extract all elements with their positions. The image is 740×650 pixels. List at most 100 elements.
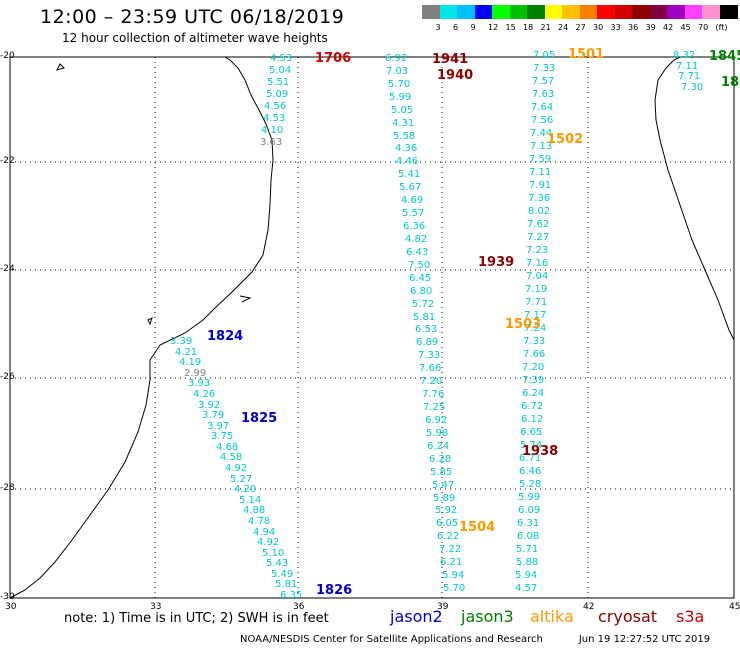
pass-time-label: 1845 [709, 49, 740, 64]
swh-value: 6.21 [440, 557, 463, 568]
scale-label: 33 [610, 23, 621, 32]
swh-value: 7.20 [522, 362, 545, 373]
swh-value: 6.36 [403, 221, 426, 232]
pass-time-label: 1826 [316, 583, 353, 598]
swh-value: 6.28 [429, 454, 452, 465]
swh-value: 4.57 [515, 583, 538, 594]
swh-value: 6.53 [415, 324, 438, 335]
swh-value: 5.99 [518, 492, 541, 503]
swh-value: 4.19 [179, 357, 202, 368]
swh-value: 5.43 [266, 558, 289, 569]
swh-value: 7.03 [386, 66, 409, 77]
lat-tick-label: -20 [0, 51, 15, 61]
swh-value: 7.91 [529, 180, 552, 191]
swh-value: 5.28 [519, 479, 542, 490]
legend-jason2: jason2 [390, 607, 443, 626]
scale-label: 3 [435, 23, 441, 32]
swh-value: 4.69 [401, 195, 424, 206]
swh-value: 5.70 [443, 583, 466, 594]
swh-value: 5.04 [269, 65, 292, 76]
scale-label: 15 [505, 23, 516, 32]
scale-swatch [562, 5, 580, 19]
swh-value: 6.24 [522, 388, 545, 399]
footer-timestamp: Jun 19 12:27:52 UTC 2019 [578, 634, 711, 645]
pass-time-label: 1501 [568, 47, 605, 62]
scale-swatch [632, 5, 650, 19]
swh-value: 5.57 [402, 208, 425, 219]
swh-value: 7.24 [524, 323, 547, 334]
page-title: 12:00 – 23:59 UTC 06/18/2019 [40, 6, 345, 28]
swh-value: 5.89 [433, 493, 456, 504]
page-subtitle: 12 hour collection of altimeter wave hei… [62, 31, 328, 45]
scale-label: 39 [645, 23, 656, 32]
swh-value: 5.94 [515, 570, 538, 581]
pass-time-label: 1706 [315, 51, 352, 66]
swh-value: 6.45 [409, 273, 432, 284]
scale-swatch [527, 5, 545, 19]
swh-value: 5.98 [426, 428, 449, 439]
lat-tick-label: -26 [0, 372, 15, 382]
lat-lon-grid [10, 57, 734, 598]
swh-value: 6.08 [517, 531, 540, 542]
swh-value: 4.92 [225, 463, 248, 474]
swh-value: 2.99 [184, 368, 207, 379]
swh-value: 5.58 [393, 131, 416, 142]
swh-value: 7.20 [420, 376, 443, 387]
swh-value: 6.71 [519, 453, 542, 464]
swh-value: 7.64 [531, 102, 554, 113]
swh-value: 6.46 [519, 466, 542, 477]
scale-label: 36 [628, 23, 639, 32]
swh-value: 5.49 [271, 569, 294, 580]
swh-value: 5.99 [389, 92, 412, 103]
swh-value: 5.81 [275, 579, 298, 590]
lon-tick-label: 39 [437, 602, 449, 612]
swh-value: 7.33 [523, 336, 546, 347]
scale-swatch [422, 5, 440, 19]
swh-value: 7.27 [527, 232, 550, 243]
swh-value: 3.97 [207, 421, 230, 432]
swh-value: 6.92 [385, 53, 408, 64]
coast-detail-2 [147, 317, 153, 326]
swh-value: 4.56 [264, 101, 287, 112]
legend-altika: altika [530, 607, 574, 626]
swh-value: 7.56 [531, 115, 554, 126]
swh-value: 5.92 [435, 505, 458, 516]
swh-value: 7.44 [530, 128, 553, 139]
scale-label: (ft) [715, 23, 728, 32]
swh-value: 8.32 [673, 50, 696, 61]
swh-value: 7.71 [525, 297, 548, 308]
coastline-africa [9, 56, 274, 599]
pass-time-label: 1941 [432, 52, 469, 67]
swh-value: 7.66 [419, 363, 442, 374]
swh-value: 4.26 [193, 389, 216, 400]
swh-value: 6.05 [436, 518, 459, 529]
swh-value: 3.93 [188, 378, 211, 389]
scale-label: 42 [663, 23, 674, 32]
credit-text: NOAA/NESDIS Center for Satellite Applica… [240, 634, 543, 645]
swh-value: 5.74 [520, 440, 543, 451]
lat-tick-label: -30 [0, 592, 15, 602]
swh-value: 6.80 [410, 286, 433, 297]
legend-s3a: s3a [676, 607, 705, 626]
swh-value: 5.09 [266, 89, 289, 100]
swh-value: 7.63 [532, 89, 555, 100]
swh-value: 7.23 [526, 245, 549, 256]
swh-value: 7.30 [681, 82, 704, 93]
swh-value: 7.33 [533, 63, 556, 74]
scale-swatch [492, 5, 510, 19]
scale-label: 30 [593, 23, 604, 32]
pass-time-label: 1940 [437, 68, 474, 83]
scale-label: 12 [488, 23, 499, 32]
swh-value: 5.41 [398, 169, 421, 180]
scale-label: 9 [470, 23, 476, 32]
pass-time-label: 1503 [505, 317, 542, 332]
swh-value: 7.19 [525, 284, 548, 295]
coast-detail-3 [239, 295, 252, 303]
swh-value: 3.79 [202, 410, 225, 421]
swh-value: 7.71 [678, 71, 701, 82]
swh-value: 5.14 [239, 495, 262, 506]
swh-value: 4.20 [234, 484, 257, 495]
scale-swatch [719, 5, 738, 19]
lat-tick-label: -24 [0, 264, 15, 274]
